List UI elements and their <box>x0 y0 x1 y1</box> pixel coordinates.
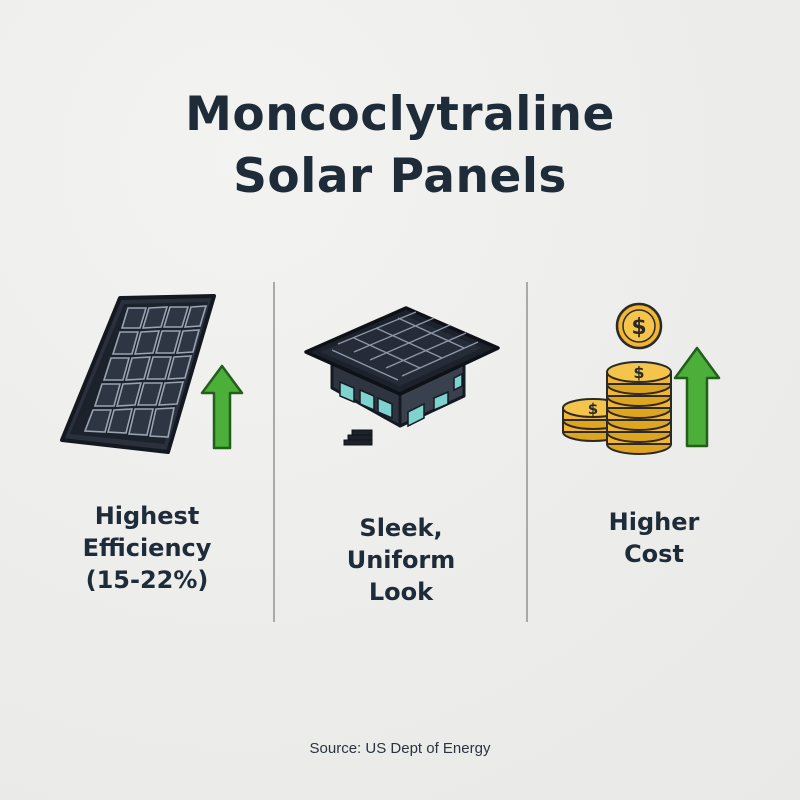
label-line: Look <box>368 578 434 606</box>
column-divider <box>526 282 528 622</box>
column-divider <box>273 282 275 622</box>
svg-text:$: $ <box>633 363 644 382</box>
feature-efficiency: Highest Efficiency (15-22%) <box>20 280 274 620</box>
page-title: Moncoclytraline Solar Panels <box>0 84 800 208</box>
svg-text:$: $ <box>631 315 646 340</box>
feature-cost: $ $ $ <box>527 280 781 620</box>
svg-text:$: $ <box>588 400 598 418</box>
cost-label: Higher Cost <box>527 506 781 570</box>
label-line: Efficiency <box>82 534 212 562</box>
solar-panel-icon <box>60 294 244 454</box>
coins-dollar-icon: $ $ $ <box>562 302 721 455</box>
label-line: Higher <box>608 508 700 536</box>
label-line: Cost <box>624 540 684 568</box>
feature-look: Sleek, Uniform Look <box>274 280 528 620</box>
house-with-solar-roof-icon <box>304 306 500 446</box>
title-line-2: Solar Panels <box>233 149 567 204</box>
label-line: Highest <box>94 502 200 530</box>
efficiency-label: Highest Efficiency (15-22%) <box>20 500 274 596</box>
label-line: (15-22%) <box>85 566 209 594</box>
label-line: Uniform <box>346 546 456 574</box>
label-line: Sleek, <box>359 514 443 542</box>
source-caption: Source: US Dept of Energy <box>309 740 491 757</box>
title-line-1: Moncoclytraline <box>185 87 615 142</box>
look-label: Sleek, Uniform Look <box>274 512 528 608</box>
